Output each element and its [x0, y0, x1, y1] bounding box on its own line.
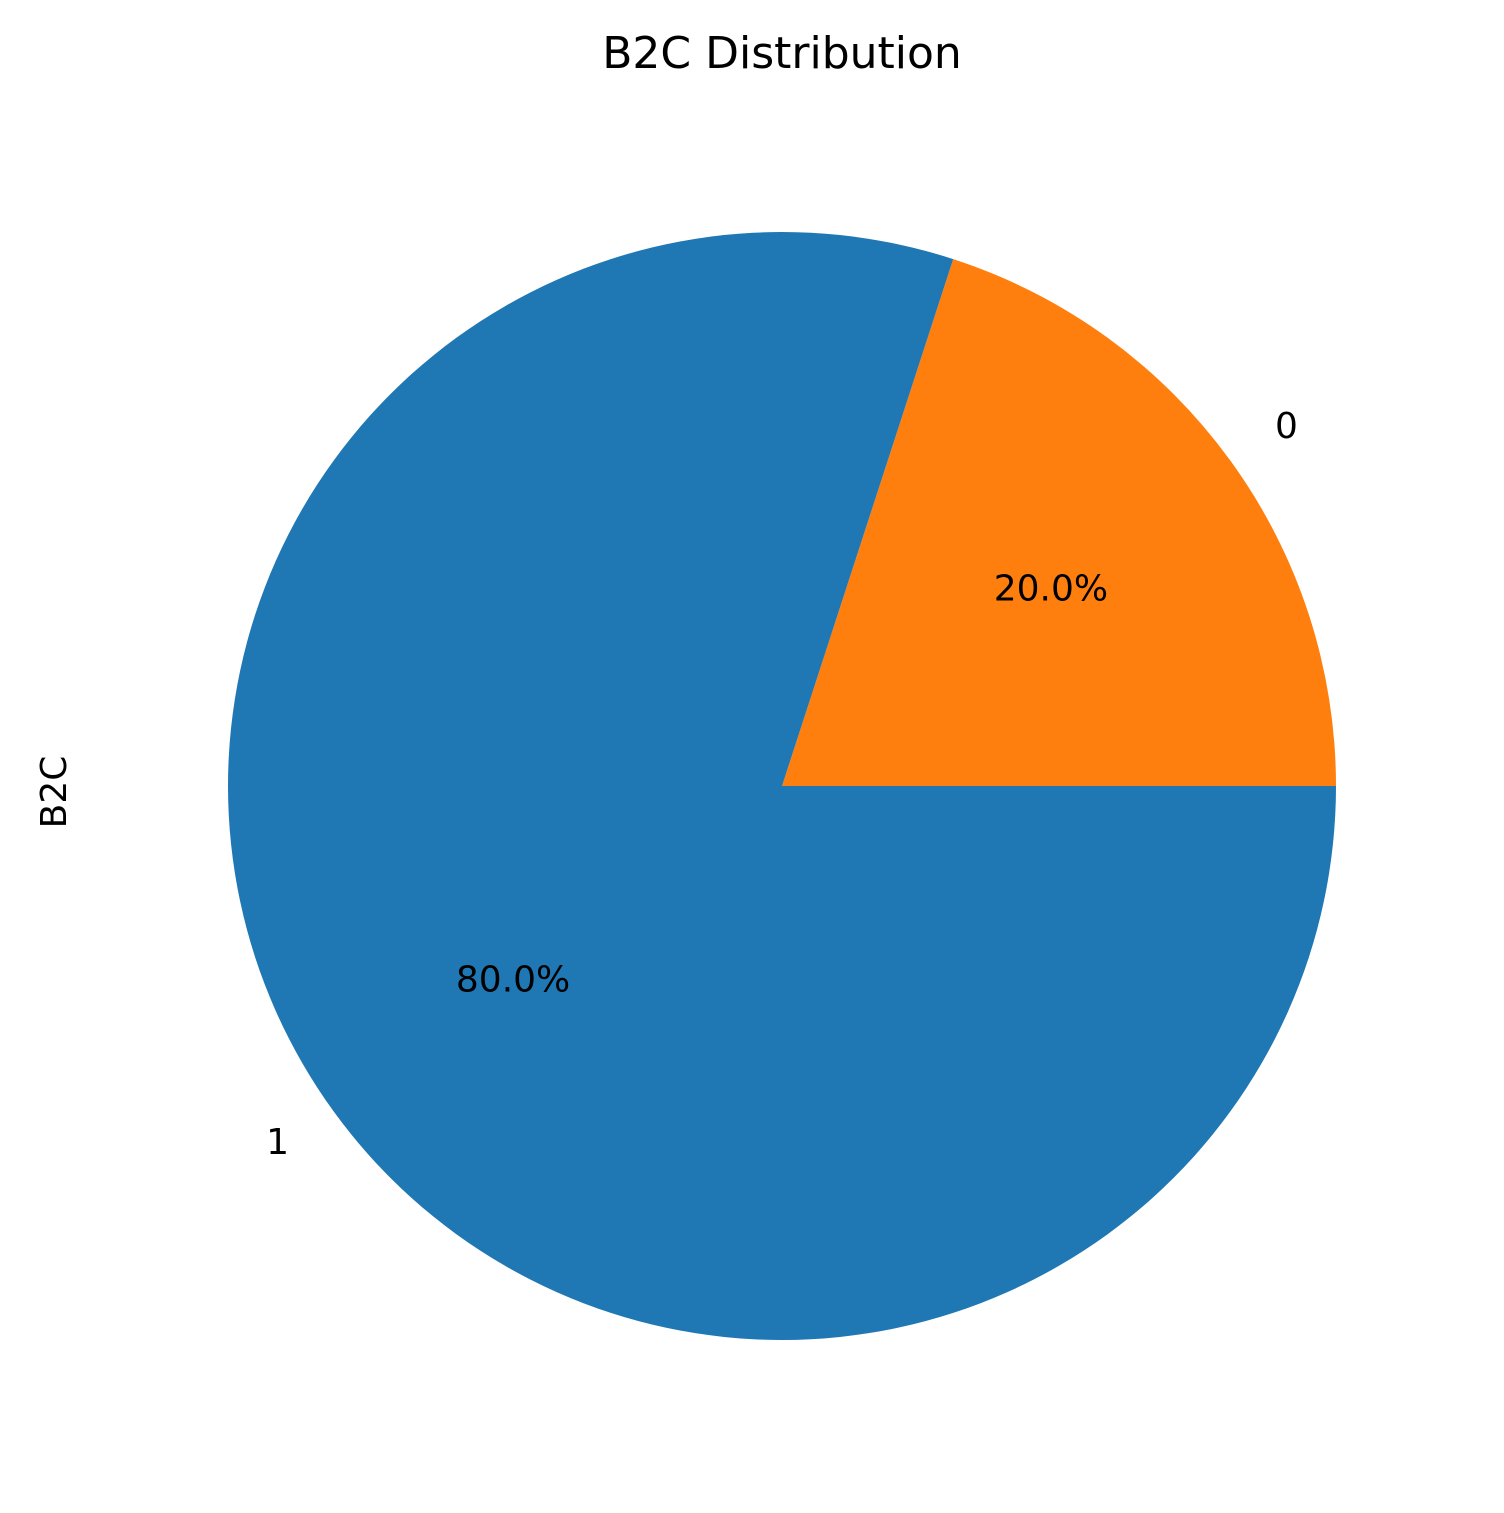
pie-slice-1: [228, 232, 1336, 1340]
slice-percent-label: 20.0%: [994, 569, 1108, 610]
chart-title: B2C Distribution: [602, 28, 962, 79]
pie-slices: [228, 232, 1336, 1340]
slice-category-label: 1: [266, 1122, 289, 1163]
pie-slice-0: [782, 259, 1336, 786]
slice-category-label: 0: [1275, 406, 1298, 447]
pie-slice-labels: 0 20.0% 1 80.0%: [266, 406, 1298, 1163]
slice-percent-label: 80.0%: [456, 959, 570, 1000]
y-axis-label: B2C: [34, 756, 75, 829]
